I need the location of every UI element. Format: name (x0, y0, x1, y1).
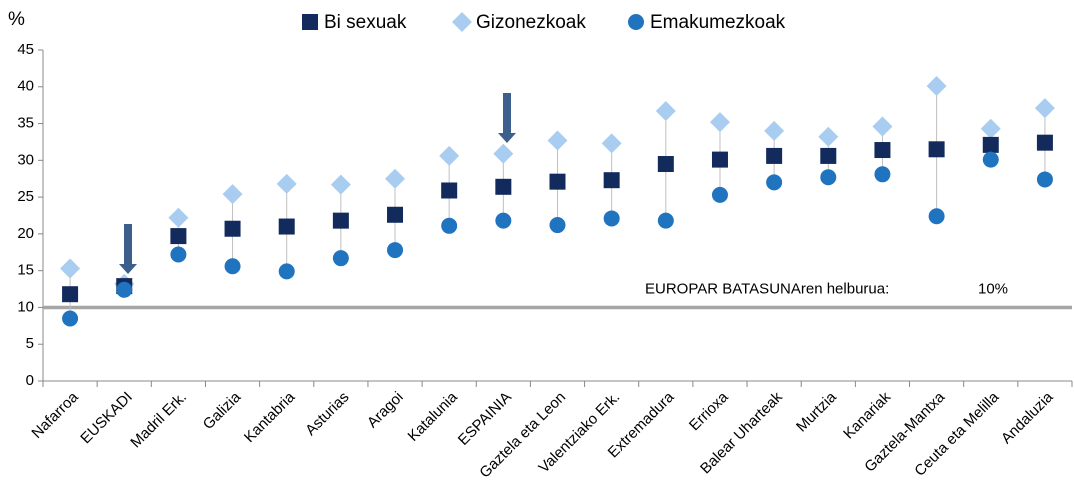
y-tick-label: 0 (26, 372, 34, 389)
marker (62, 286, 79, 303)
reference-value-label: 10% (978, 280, 1008, 297)
marker (60, 258, 81, 279)
marker (928, 141, 945, 158)
x-tick-label: Errioxa (686, 388, 732, 434)
marker (441, 182, 458, 199)
marker (276, 173, 297, 194)
marker (1036, 171, 1053, 188)
marker (1036, 134, 1053, 151)
x-tick-label: Kantabria (241, 388, 299, 446)
marker (549, 217, 566, 234)
marker (982, 151, 999, 168)
marker (820, 147, 837, 164)
marker (549, 173, 566, 190)
marker (224, 220, 241, 237)
marker (926, 76, 947, 97)
legend-label: Bi sexuak (324, 12, 407, 33)
x-tick-label: Galizia (200, 388, 245, 433)
marker (222, 184, 243, 205)
marker (495, 178, 512, 195)
arrow-head (119, 264, 137, 274)
y-tick-label: 45 (17, 41, 34, 58)
x-tick-label: Nafarroa (28, 388, 82, 442)
arrow-shaft (503, 93, 511, 133)
marker (657, 212, 674, 229)
marker (387, 206, 404, 223)
y-tick-label: 10 (17, 298, 34, 315)
marker (709, 112, 730, 133)
x-tick-label: Aragoi (364, 389, 407, 432)
y-tick-label: 5 (26, 335, 34, 352)
legend-label: Gizonezkoak (476, 12, 586, 33)
arrow-shaft (124, 224, 132, 264)
marker (495, 212, 512, 229)
marker (874, 166, 891, 183)
marker (766, 147, 783, 164)
y-tick-label: 15 (17, 262, 34, 279)
x-tick-label: Murtzia (793, 388, 840, 435)
marker (168, 207, 189, 228)
marker (170, 228, 187, 245)
marker (439, 145, 460, 166)
marker (385, 168, 406, 189)
y-tick-label: 30 (17, 151, 34, 168)
legend-marker (452, 12, 472, 32)
marker (980, 118, 1001, 139)
marker (332, 250, 349, 267)
arrow-head (498, 133, 516, 143)
marker (874, 142, 891, 159)
marker (818, 126, 839, 147)
marker (493, 143, 514, 164)
marker (278, 263, 295, 280)
marker (62, 310, 79, 327)
legend-label: Emakumezkoak (650, 12, 786, 33)
x-tick-label: Katalunia (405, 388, 462, 445)
x-tick-label: Andaluzia (998, 388, 1057, 447)
y-tick-label: 25 (17, 188, 34, 205)
marker (872, 116, 893, 137)
marker (330, 174, 351, 195)
y-axis-label: % (8, 9, 25, 30)
marker (603, 172, 620, 189)
x-tick-label: Madril Erk. (127, 389, 190, 452)
marker (387, 242, 404, 259)
y-tick-label: 20 (17, 225, 34, 242)
x-tick-label: Asturias (302, 389, 352, 439)
legend-marker (628, 14, 644, 30)
marker (982, 136, 999, 153)
marker (224, 258, 241, 275)
marker (278, 218, 295, 235)
marker (441, 217, 458, 234)
marker (928, 208, 945, 225)
marker (332, 212, 349, 229)
legend-marker (302, 14, 318, 30)
marker (711, 151, 728, 168)
marker (1034, 98, 1055, 119)
marker (547, 130, 568, 151)
marker (766, 174, 783, 191)
reference-label: EUROPAR BATASUNAren helburua: (645, 280, 889, 297)
marker (655, 101, 676, 122)
arrow (119, 93, 516, 274)
marker (711, 186, 728, 203)
y-tick-label: 40 (17, 78, 34, 95)
x-tick-label: Kanariak (840, 388, 894, 442)
marker (764, 120, 785, 141)
marker (170, 246, 187, 263)
marker (820, 169, 837, 186)
marker (603, 210, 620, 227)
marker (657, 156, 674, 173)
marker (116, 281, 133, 298)
y-tick-label: 35 (17, 115, 34, 132)
marker (601, 133, 622, 154)
